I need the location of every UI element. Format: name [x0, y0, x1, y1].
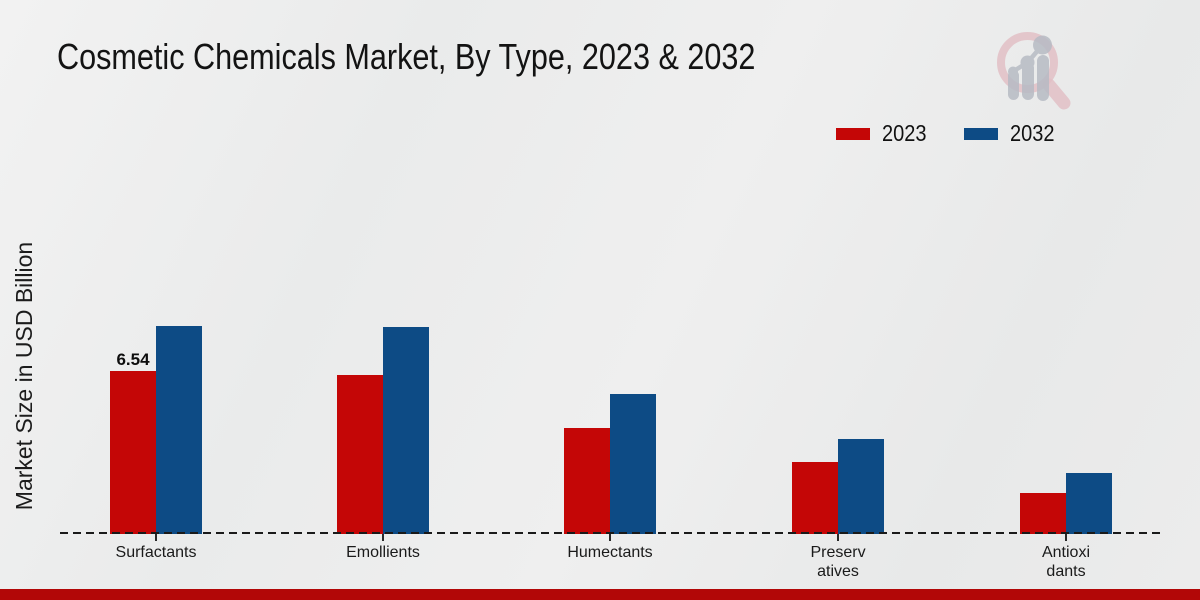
bar-2023-humectants — [564, 428, 610, 534]
bar-2032-preservatives — [838, 439, 884, 534]
legend-item-2032: 2032 — [964, 120, 1061, 147]
legend-swatch-2023 — [836, 127, 870, 140]
category-label-preservatives: atives — [817, 563, 859, 580]
bar-2032-surfactants — [156, 326, 202, 534]
category-label-antioxidants: dants — [1046, 563, 1086, 580]
bar-2032-emollients — [383, 327, 429, 534]
x-axis-tick-preservatives — [837, 534, 839, 541]
bottom-accent-band — [0, 589, 1200, 600]
category-label-antioxidants: Antioxi — [1041, 544, 1091, 561]
bar-2032-humectants — [610, 394, 656, 534]
category-label-emollients: Emollients — [346, 544, 420, 561]
bar-2023-emollients — [337, 375, 383, 534]
legend-item-2023: 2023 — [836, 120, 933, 147]
category-label-preservatives: Preserv — [810, 544, 866, 561]
x-axis-tick-emollients — [382, 534, 384, 541]
chart-title: Cosmetic Chemicals Market, By Type, 2023… — [57, 36, 756, 77]
bar-2023-antioxidants — [1020, 493, 1066, 534]
magnifier-bar-chart-logo — [997, 32, 1071, 110]
legend-swatch-2032 — [964, 127, 999, 140]
x-axis-tick-humectants — [609, 534, 611, 541]
x-axis-tick-antioxidants — [1065, 534, 1067, 541]
legend-label-2032: 2032 — [1010, 120, 1055, 146]
growth-bars-icon — [1008, 35, 1052, 101]
bar-2023-surfactants — [110, 371, 156, 534]
bar-2032-antioxidants — [1066, 473, 1112, 534]
category-label-humectants: Humectants — [567, 544, 653, 561]
legend: 2023 2032 — [836, 120, 1061, 147]
y-axis-label: Market Size in USD Billion — [11, 241, 37, 511]
category-label-surfactants: Surfactants — [115, 544, 197, 561]
x-axis-tick-surfactants — [155, 534, 157, 541]
x-axis-baseline — [60, 532, 1160, 534]
legend-label-2023: 2023 — [882, 120, 927, 146]
bar-2023-preservatives — [792, 462, 838, 534]
data-label-2023-surfactants: 6.54 — [116, 350, 150, 369]
